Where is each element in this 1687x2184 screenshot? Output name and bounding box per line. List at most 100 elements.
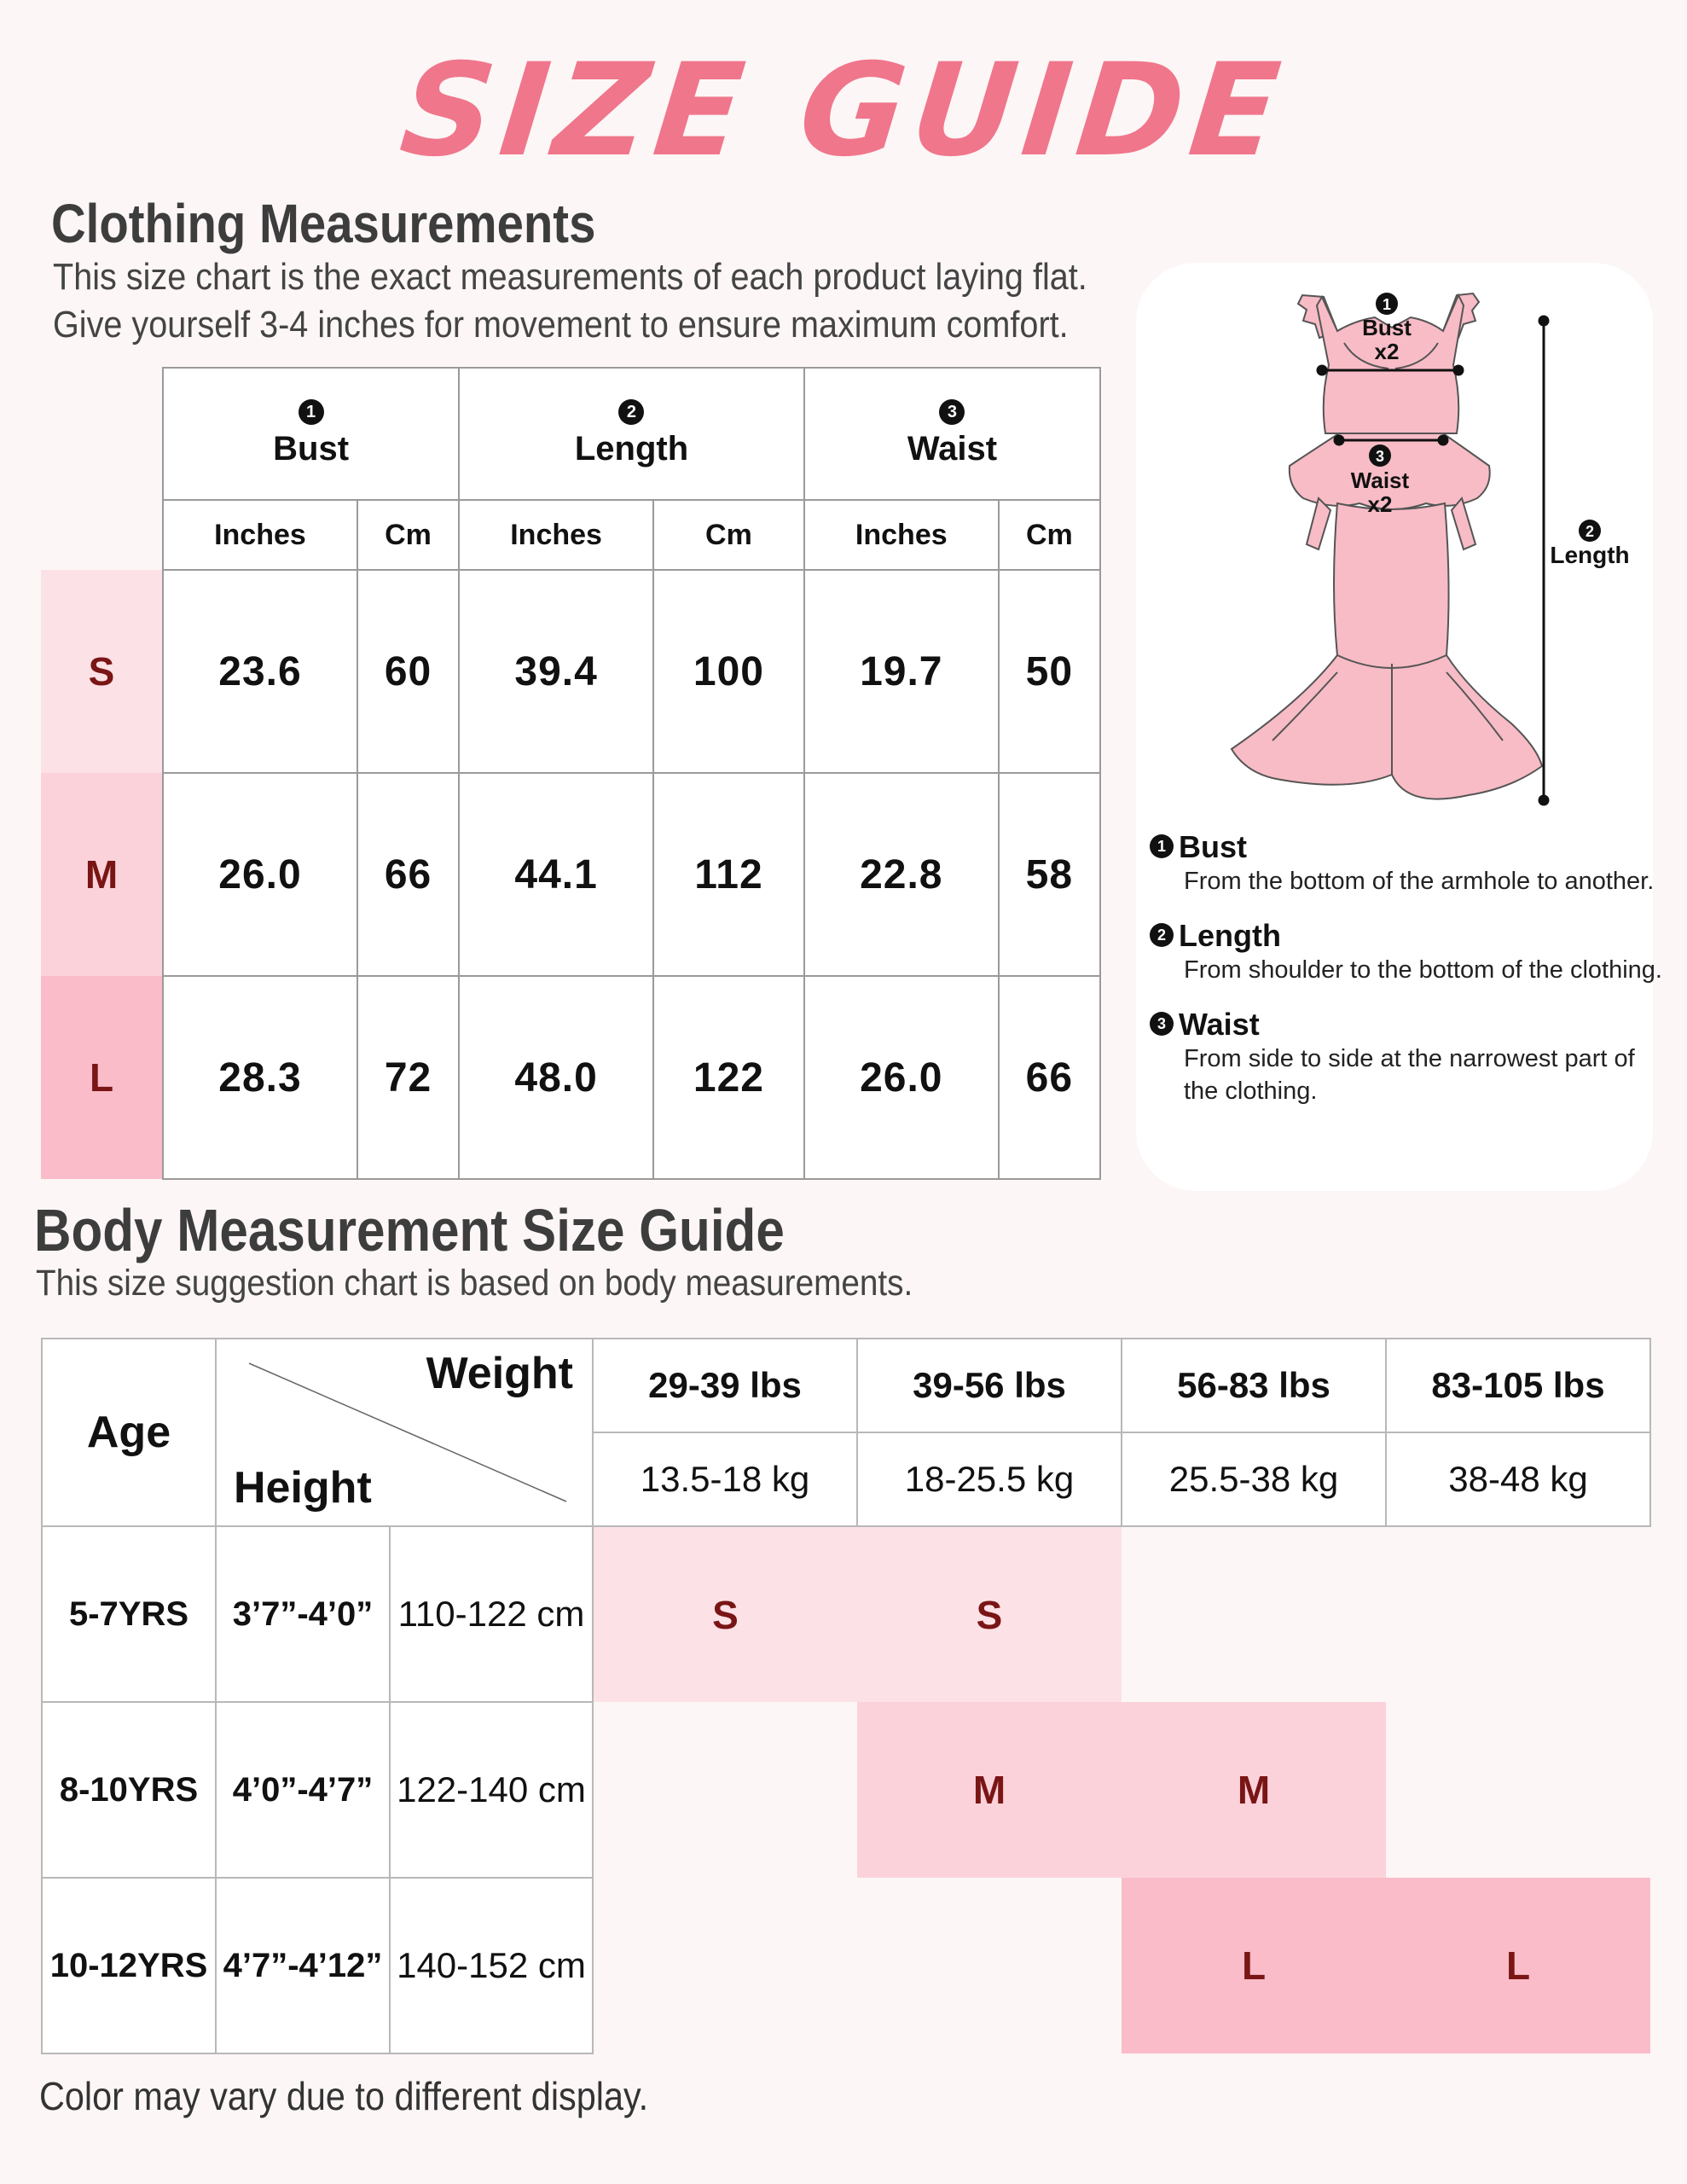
legend-badge-2-icon: 2: [1150, 923, 1174, 948]
unit-header: Inches: [803, 499, 1000, 571]
height-cm-cell: 140-152 cm: [389, 1877, 594, 2054]
age-cell: 5-7YRS: [41, 1525, 217, 1703]
table-row: 10-12YRS 4’7”-4’12” 140-152 cm L L: [41, 1877, 1650, 2054]
header-length-label: Length: [574, 430, 689, 468]
page-title: SIZE GUIDE: [394, 37, 1293, 185]
table-cell: 58: [997, 772, 1102, 977]
size-label-m: M: [41, 773, 163, 976]
size-result-cell: S: [593, 1526, 857, 1702]
size-result-cell: M: [857, 1702, 1122, 1878]
weight-lbs-header: 39-56 lbs: [856, 1338, 1122, 1433]
age-cell: 10-12YRS: [41, 1877, 217, 2054]
legend-title-bust: Bust: [1179, 829, 1247, 864]
table-cell: 48.0: [458, 975, 655, 1180]
right-bow-shape: [1450, 496, 1477, 551]
diagram-length-label: Length: [1550, 542, 1629, 568]
height-in-cell: 3’7”-4’0”: [215, 1525, 391, 1703]
height-in-cell: 4’0”-4’7”: [215, 1701, 391, 1879]
height-label: Height: [234, 1463, 372, 1513]
weight-kg-header: 18-25.5 kg: [856, 1432, 1122, 1527]
weight-lbs-header: 56-83 lbs: [1121, 1338, 1387, 1433]
table-cell: 28.3: [162, 975, 358, 1180]
empty-cell: [1386, 1526, 1650, 1702]
table-cell: 23.6: [162, 569, 358, 774]
diagram-badge-3: 3: [1376, 448, 1384, 465]
empty-cell: [593, 1702, 857, 1878]
header-waist-label: Waist: [907, 430, 998, 468]
table-row: L 28.3 72 48.0 122 26.0 66: [41, 975, 1102, 1180]
weight-label: Weight: [426, 1349, 573, 1398]
empty-cell: [1386, 1702, 1650, 1878]
legend-bust: 1 Bust From the bottom of the armhole to …: [1150, 829, 1654, 897]
weight-height-header: Weight Height: [215, 1338, 594, 1527]
badge-1-icon: 1: [298, 399, 324, 425]
table-cell: 44.1: [458, 772, 655, 977]
legend-desc-bust: From the bottom of the armhole to anothe…: [1184, 868, 1655, 895]
badge-2-icon: 2: [618, 399, 645, 425]
size-result-cell: M: [1122, 1702, 1386, 1878]
empty-cell: [1122, 1526, 1386, 1702]
table-row: 5-7YRS 3’7”-4’0” 110-122 cm S S: [41, 1525, 1650, 1703]
body-measurement-table: Age Weight Height 29-39 lbs 39-56 lbs 56…: [41, 1338, 1651, 2054]
skirt-shape: [1230, 502, 1544, 800]
diagonal-divider: [248, 1362, 567, 1502]
table-cell: 112: [652, 772, 805, 977]
header-bust-label: Bust: [273, 430, 350, 468]
clothing-intro-line-2: Give yourself 3-4 inches for movement to…: [53, 304, 1069, 346]
clothing-measurements-table: 1 Bust 2 Length 3 Waist Inches Cm Inches…: [41, 367, 1102, 1180]
clothing-intro-line-1: This size chart is the exact measurement…: [53, 256, 1087, 298]
table-cell: 22.8: [803, 772, 1000, 977]
unit-header: Inches: [458, 499, 655, 571]
legend-title-waist: Waist: [1179, 1007, 1260, 1042]
header-length: 2 Length: [458, 367, 805, 501]
diagram-waist-label: Waist: [1351, 468, 1410, 493]
table-cell: 60: [356, 569, 461, 774]
legend-desc-waist-line-2: the clothing.: [1184, 1077, 1318, 1105]
table-cell: 26.0: [162, 772, 358, 977]
unit-header: Cm: [356, 499, 461, 571]
size-result-cell: L: [1386, 1878, 1650, 2053]
header-waist: 3 Waist: [803, 367, 1102, 501]
bodice-shape: [1315, 293, 1465, 434]
legend-badge-3-icon: 3: [1150, 1012, 1174, 1037]
clothing-heading: Clothing Measurements: [51, 193, 596, 254]
table-row: M 26.0 66 44.1 112 22.8 58: [41, 772, 1102, 977]
table-cell: 100: [652, 569, 805, 774]
weight-lbs-header: 29-39 lbs: [592, 1338, 858, 1433]
mermaid-dress-diagram: 1 Bust x2 3 Waist x2 2 Length: [1230, 292, 1630, 806]
unit-header: Cm: [652, 499, 805, 571]
header-bust: 1 Bust: [161, 367, 461, 501]
body-subheading: This size suggestion chart is based on b…: [36, 1263, 913, 1304]
age-cell: 8-10YRS: [41, 1701, 217, 1879]
table-cell: 66: [356, 772, 461, 977]
footnote: Color may vary due to different display.: [39, 2074, 649, 2118]
left-bow-shape: [1305, 497, 1332, 551]
table-cell: 66: [997, 975, 1102, 1180]
table-cell: 39.4: [458, 569, 655, 774]
size-result-cell: S: [857, 1526, 1122, 1702]
table-cell: 19.7: [803, 569, 1000, 774]
size-label-l: L: [41, 976, 163, 1179]
diagram-waist-multiplier: x2: [1368, 491, 1393, 517]
size-label-s: S: [41, 570, 163, 773]
height-in-cell: 4’7”-4’12”: [215, 1877, 391, 2054]
weight-kg-header: 13.5-18 kg: [592, 1432, 858, 1527]
legend-badge-1-icon: 1: [1150, 834, 1174, 859]
diagram-badge-2: 2: [1586, 523, 1594, 540]
diagram-bust-multiplier: x2: [1375, 339, 1400, 364]
empty-cell: [593, 1878, 857, 2053]
height-cm-cell: 122-140 cm: [389, 1701, 594, 1879]
legend-waist: 3 Waist From side to side at the narrowes…: [1150, 1007, 1635, 1107]
unit-header: Cm: [997, 499, 1102, 571]
table-cell: 26.0: [803, 975, 1000, 1180]
table-cell: 50: [997, 569, 1102, 774]
age-label: Age: [86, 1408, 171, 1457]
table-row: S 23.6 60 39.4 100 19.7 50: [41, 569, 1102, 774]
table-corner: [41, 368, 163, 570]
diagram-badge-1: 1: [1383, 296, 1391, 313]
weight-lbs-header: 83-105 lbs: [1385, 1338, 1651, 1433]
diagram-bust-label: Bust: [1362, 315, 1412, 340]
badge-3-icon: 3: [939, 399, 965, 425]
empty-cell: [857, 1878, 1122, 2053]
size-result-cell: L: [1122, 1878, 1386, 2053]
